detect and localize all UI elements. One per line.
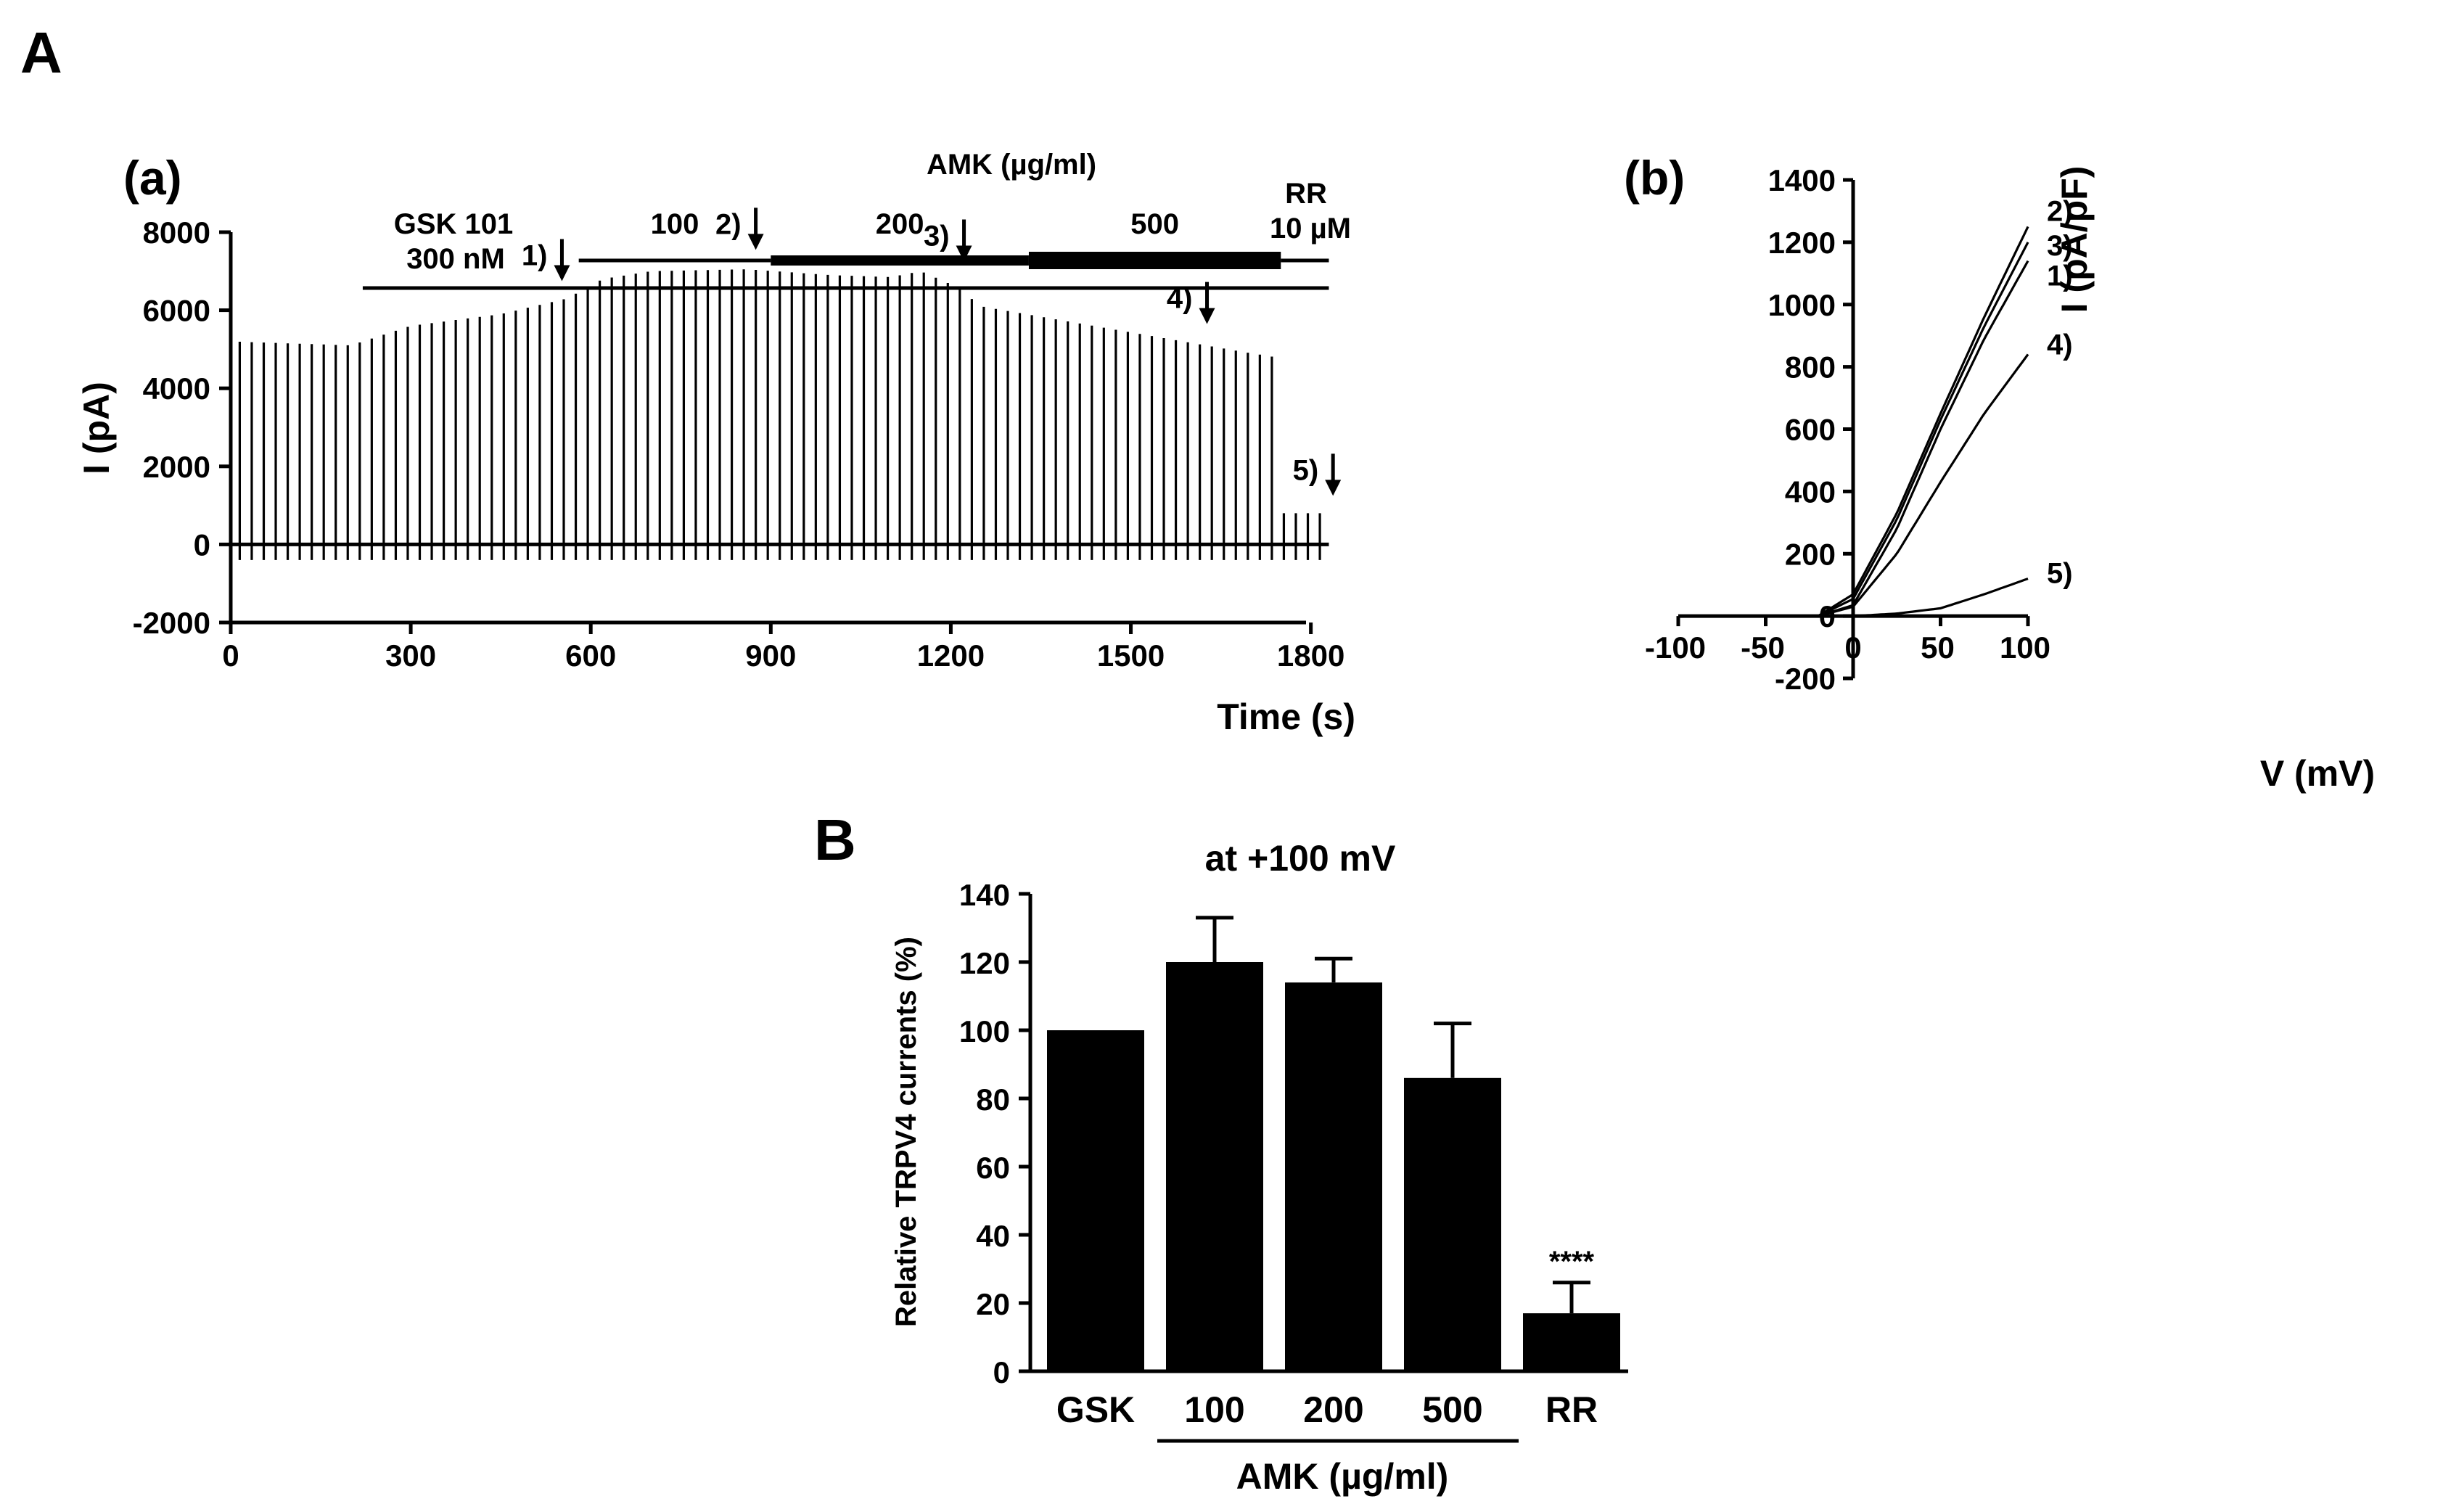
amk-bar-title: AMK (µg/ml)	[927, 149, 1096, 181]
chart-a-x-tick-label: 1800	[1277, 638, 1344, 673]
amk-concentration-label: 200	[876, 208, 924, 240]
chart-a-y-tick-label: -2000	[133, 606, 210, 640]
drug-application-bars: GSK 101 300 nM AMK (µg/ml) RR 10 µM 100 2…	[362, 149, 1351, 290]
chart-a-y-tick-label: 4000	[143, 371, 210, 406]
chart-b-y-tick-label: 400	[1785, 474, 1836, 509]
chart-b-x-tick-label: -50	[1741, 630, 1785, 665]
chart-b-x-tick-label: 50	[1921, 630, 1955, 665]
chart-a-x-axis-title: Time (s)	[1217, 697, 1355, 737]
chart-b-x-axis-title: V (mV)	[2260, 753, 2375, 794]
bar-100	[1166, 962, 1263, 1371]
chart-B-y-tick-label: 120	[959, 946, 1010, 980]
gsk-label-line2: 300 nM	[406, 243, 505, 275]
chart-b-y-axis-title: I (pA/pF)	[2054, 166, 2095, 313]
significance-marker: ****	[1549, 1246, 1595, 1278]
chart-B-y-tick-label: 80	[976, 1082, 1010, 1117]
annotation-arrow-head	[1199, 308, 1215, 324]
bar-500	[1404, 1077, 1501, 1371]
chart-a-x-tick-label: 1500	[1097, 638, 1165, 673]
annotation-label: 5)	[1293, 454, 1319, 486]
x-category-label: GSK	[1056, 1389, 1135, 1430]
chart-B-y-tick-label: 100	[959, 1014, 1010, 1048]
chart-b-y-tick-label: 1000	[1768, 288, 1836, 322]
chart-a-y-tick-label: 0	[194, 527, 210, 562]
chart-a-y-tick-label: 8000	[143, 215, 210, 250]
chart-B-y-tick-label: 0	[993, 1355, 1010, 1389]
chart-b-y-tick-label: 800	[1785, 350, 1836, 385]
chart-b-x-tick-label: -100	[1645, 630, 1706, 665]
annotation-arrow-head	[747, 234, 764, 250]
chart-a-y-axis-title: I (pA)	[76, 382, 117, 474]
x-category-label: 100	[1184, 1389, 1244, 1430]
annotation-arrow-head	[1325, 480, 1342, 496]
amk-application-bar-100	[578, 258, 771, 263]
chart-b-x-tick-label: 0	[1844, 630, 1861, 665]
chart-b-x-tick-label: 100	[2000, 630, 2050, 665]
chart-b-series: 2)3)1) 4) 5)	[1678, 195, 2073, 617]
chart-B-bars: GSK 100 200 500 RR ****	[1047, 916, 1620, 1443]
iv-curve-label: 2)	[2047, 195, 2073, 227]
chart-B-y-tick-label: 20	[976, 1287, 1010, 1321]
chart-B-y-axis-title: Relative TRPV4 currents (%)	[890, 937, 922, 1327]
rr-label-line2: 10 µM	[1270, 213, 1351, 245]
x-category-label: 200	[1303, 1389, 1363, 1430]
chart-a-x-tick-label: 0	[222, 638, 239, 673]
chart-B-x-axis-title: AMK (µg/ml)	[1236, 1456, 1449, 1497]
chart-B-y-tick-label: 60	[976, 1151, 1010, 1185]
chart-b: -100 -50 0 50 100-20002004006008001000120014…	[1645, 163, 2375, 794]
annotation-arrow-head	[554, 265, 570, 282]
chart-b-y-tick-label: -200	[1775, 662, 1836, 696]
bar-200	[1285, 982, 1382, 1371]
bar-gsk	[1047, 1030, 1144, 1371]
chart-b-y-tick-label: 1200	[1768, 226, 1836, 260]
panel-label-A: A	[20, 20, 62, 85]
chart-a-x-tick-label: 900	[745, 638, 796, 673]
iv-curve-label: 3)	[2047, 230, 2073, 262]
chart-a-x-tick-label: 1200	[917, 638, 985, 673]
iv-curve-5	[1678, 578, 2029, 617]
chart-B-y-tick-label: 40	[976, 1219, 1010, 1253]
panel-label-b: (b)	[1624, 151, 1685, 205]
chart-a-axes: 0 300 600 900 1200 1500 1800 -2000 0 2000 4000 6000…	[133, 215, 1345, 673]
annotation-arrow-head	[956, 245, 972, 262]
panel-label-a: (a)	[123, 151, 182, 205]
chart-B-y-tick-label: 140	[959, 878, 1010, 912]
chart-b-y-tick-label: 1400	[1768, 163, 1836, 197]
iv-curve-label: 4)	[2047, 329, 2073, 361]
panel-label-B: B	[814, 808, 856, 872]
chart-a-y-tick-label: 2000	[143, 450, 210, 484]
chart-a-x-tick-label: 300	[385, 638, 436, 673]
chart-a-trace	[231, 269, 1329, 560]
annotation-label: 2)	[715, 208, 742, 240]
chart-a-annotations: 1) 2) 3) 4) 5)	[522, 208, 1342, 496]
amk-concentration-label: 500	[1130, 208, 1179, 240]
annotation-label: 3)	[924, 221, 950, 252]
chart-B: at +100 mV Relative TRPV4 currents (%) A…	[890, 838, 1628, 1497]
annotation-label: 1)	[522, 239, 548, 271]
chart-a-y-tick-label: 6000	[143, 294, 210, 328]
amk-concentration-label: 100	[651, 208, 699, 240]
amk-application-bar-200	[771, 255, 1029, 266]
iv-curve-label: 5)	[2047, 558, 2073, 590]
annotation-label: 4)	[1167, 283, 1193, 315]
rr-label-line1: RR	[1285, 178, 1327, 210]
gsk-label-line1: GSK 101	[394, 208, 514, 240]
bar-rr	[1523, 1313, 1620, 1371]
x-category-label: 500	[1422, 1389, 1482, 1430]
chart-b-y-tick-label: 200	[1785, 537, 1836, 571]
chart-b-y-tick-label: 600	[1785, 413, 1836, 447]
chart-a: GSK 101 300 nM AMK (µg/ml) RR 10 µM 100 2…	[76, 149, 1355, 737]
chart-a-x-tick-label: 600	[565, 638, 616, 673]
x-category-label: RR	[1545, 1389, 1598, 1430]
amk-application-bar-500	[1028, 252, 1281, 269]
chart-B-title: at +100 mV	[1205, 838, 1396, 879]
iv-curve-label: 1)	[2047, 260, 2073, 292]
